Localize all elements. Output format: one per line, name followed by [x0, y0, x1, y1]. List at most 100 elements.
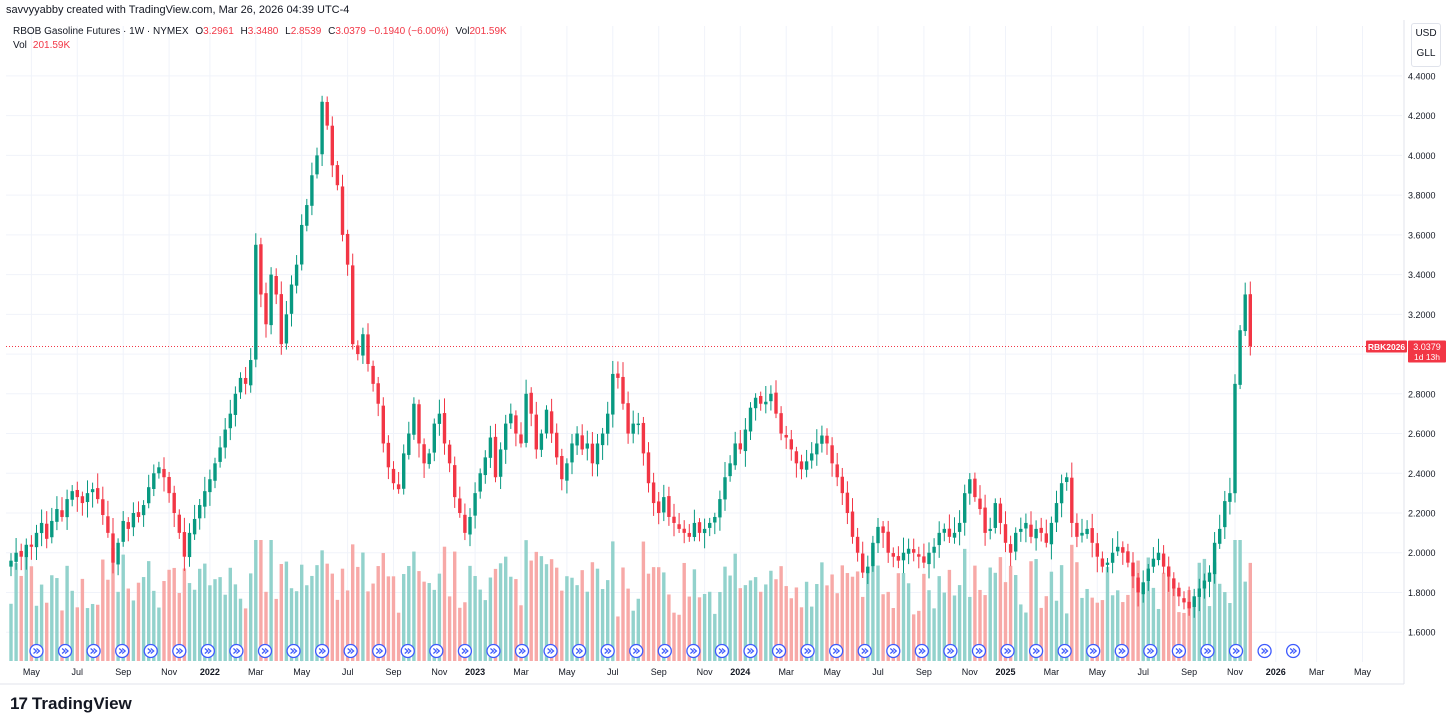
candle-body[interactable] [90, 489, 95, 493]
candle-body[interactable] [320, 101, 324, 155]
event-marker-icon[interactable] [1114, 643, 1129, 659]
event-marker-icon[interactable] [400, 643, 415, 659]
candle-body[interactable] [1238, 330, 1242, 385]
candle-body[interactable] [407, 433, 411, 455]
candle-body[interactable] [952, 532, 957, 538]
event-marker-icon[interactable] [457, 643, 473, 659]
candle-body[interactable] [845, 492, 850, 513]
candle-body[interactable] [9, 560, 13, 567]
candle-body[interactable] [646, 452, 651, 484]
candle-body[interactable] [1100, 558, 1105, 567]
candle-body[interactable] [947, 528, 952, 537]
event-marker-icon[interactable] [1143, 643, 1158, 659]
candle-body[interactable] [1172, 578, 1176, 589]
event-marker-icon[interactable] [857, 643, 872, 659]
event-marker-icon[interactable] [115, 643, 130, 659]
candle-body[interactable] [636, 423, 640, 426]
candle-body[interactable] [1243, 294, 1247, 332]
candle-body[interactable] [315, 155, 319, 175]
event-marker-icon[interactable] [200, 643, 216, 659]
candle-body[interactable] [764, 401, 768, 405]
candle-body[interactable] [80, 496, 85, 504]
candle-body[interactable] [1228, 493, 1232, 502]
event-marker-icon[interactable] [914, 643, 930, 659]
candle-body[interactable] [983, 507, 987, 533]
event-marker-icon[interactable] [1000, 643, 1015, 659]
candle-body[interactable] [840, 476, 844, 494]
candle-body[interactable] [279, 294, 283, 345]
candle-body[interactable] [483, 457, 487, 476]
candle-body[interactable] [1014, 532, 1018, 552]
candle-body[interactable] [1182, 598, 1186, 603]
candle-body[interactable] [208, 479, 212, 493]
candle-body[interactable] [927, 552, 931, 565]
candle-body[interactable] [748, 407, 753, 432]
candle-body[interactable] [835, 464, 839, 478]
candle-body[interactable] [228, 413, 232, 429]
candle-body[interactable] [351, 265, 355, 345]
candle-body[interactable] [876, 526, 880, 544]
candle-body[interactable] [391, 468, 396, 484]
candle-body[interactable] [152, 473, 156, 489]
candle-body[interactable] [993, 503, 997, 528]
candle-body[interactable] [402, 453, 406, 489]
candle-body[interactable] [713, 516, 717, 523]
candle-body[interactable] [575, 433, 579, 446]
candle-body[interactable] [1019, 528, 1023, 532]
candle-body[interactable] [259, 244, 263, 295]
candle-body[interactable] [855, 536, 860, 553]
tradingview-logo[interactable]: 17 TradingView [10, 694, 132, 714]
candle-body[interactable] [504, 423, 508, 450]
candle-body[interactable] [968, 479, 972, 494]
candle-body[interactable] [1177, 587, 1181, 597]
candle-body[interactable] [626, 403, 630, 434]
event-marker-icon[interactable] [657, 643, 672, 659]
candle-body[interactable] [606, 413, 610, 434]
candle-body[interactable] [942, 528, 946, 533]
candle-body[interactable] [1070, 477, 1074, 523]
candle-body[interactable] [799, 461, 804, 470]
candle-body[interactable] [519, 434, 523, 444]
candle-body[interactable] [963, 493, 967, 523]
candle-body[interactable] [743, 429, 748, 452]
candle-body[interactable] [238, 377, 243, 393]
candle-body[interactable] [361, 334, 365, 356]
candle-body[interactable] [345, 233, 350, 265]
candle-body[interactable] [182, 532, 187, 557]
candle-body[interactable] [871, 542, 875, 567]
candle-body[interactable] [825, 435, 829, 444]
candle-body[interactable] [708, 522, 712, 528]
candle-body[interactable] [463, 514, 467, 533]
candle-body[interactable] [177, 514, 181, 533]
candle-body[interactable] [896, 556, 901, 561]
candle-body[interactable] [580, 435, 584, 450]
candle-body[interactable] [998, 503, 1003, 523]
event-marker-icon[interactable] [1086, 643, 1101, 659]
candle-body[interactable] [427, 453, 431, 465]
candle-body[interactable] [330, 125, 334, 166]
candle-body[interactable] [565, 463, 569, 481]
candle-body[interactable] [590, 443, 595, 464]
candle-body[interactable] [570, 443, 574, 463]
event-marker-icon[interactable] [486, 643, 501, 659]
candle-body[interactable] [45, 523, 49, 539]
candle-body[interactable] [243, 377, 248, 384]
event-marker-icon[interactable] [1257, 643, 1272, 659]
candle-body[interactable] [305, 205, 309, 226]
candle-body[interactable] [667, 496, 671, 517]
candle-body[interactable] [1039, 527, 1043, 533]
candle-body[interactable] [611, 373, 615, 415]
candle-body[interactable] [493, 436, 498, 478]
candle-body[interactable] [218, 447, 222, 462]
event-marker-icon[interactable] [714, 643, 730, 659]
candle-body[interactable] [912, 549, 916, 553]
candle-body[interactable] [213, 463, 217, 481]
candle-body[interactable] [1207, 572, 1212, 582]
unit-selector[interactable]: USD GLL [1411, 23, 1441, 67]
candle-body[interactable] [162, 468, 166, 478]
candle-body[interactable] [1121, 547, 1125, 553]
event-marker-icon[interactable] [686, 643, 701, 659]
candle-body[interactable] [789, 439, 793, 450]
candle-body[interactable] [478, 473, 482, 492]
event-marker-icon[interactable] [57, 643, 73, 659]
